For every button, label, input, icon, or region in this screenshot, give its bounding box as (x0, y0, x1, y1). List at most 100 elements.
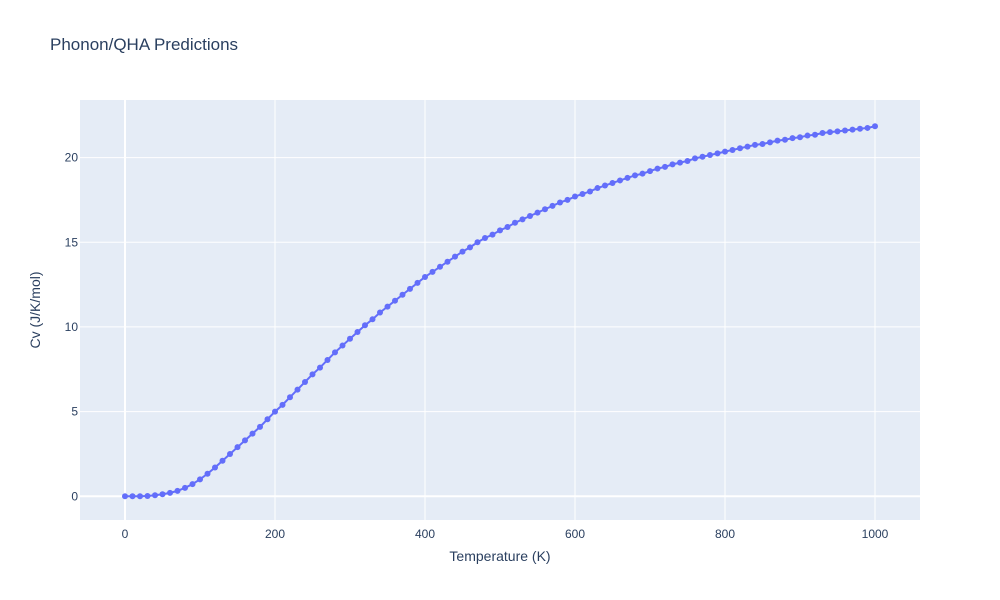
data-point (534, 209, 541, 216)
data-point (714, 150, 721, 157)
plot-background (80, 100, 920, 520)
data-point (842, 127, 848, 134)
x-tick-label: 600 (565, 527, 585, 541)
data-point (654, 165, 661, 172)
y-tick-label: 5 (71, 405, 78, 419)
data-point (227, 450, 233, 457)
data-point (572, 193, 578, 200)
data-point (542, 206, 548, 213)
data-point (857, 125, 863, 132)
data-point (789, 135, 796, 142)
data-point (332, 349, 338, 356)
data-point (774, 137, 781, 144)
data-point (234, 444, 241, 451)
data-point (137, 493, 143, 500)
data-point (444, 258, 451, 265)
y-tick-label: 15 (65, 235, 79, 249)
y-tick-label: 0 (71, 489, 78, 503)
data-point (722, 148, 728, 155)
data-point (647, 168, 653, 175)
data-point (429, 268, 436, 275)
data-point (864, 124, 871, 131)
y-tick-label: 20 (65, 151, 79, 165)
data-point (302, 378, 308, 385)
data-point (632, 172, 638, 179)
data-point (579, 190, 586, 197)
data-point (827, 129, 833, 136)
data-point (564, 196, 571, 203)
data-point (369, 316, 376, 323)
data-point (197, 476, 203, 483)
data-point (662, 163, 668, 170)
data-point (399, 291, 406, 298)
data-point (609, 179, 616, 186)
data-point (819, 130, 826, 137)
data-point (392, 297, 398, 304)
chart-title: Phonon/QHA Predictions (50, 35, 238, 54)
data-point (639, 170, 646, 177)
data-point (812, 131, 818, 138)
data-point (767, 139, 773, 146)
data-point (122, 493, 128, 500)
data-point (587, 188, 593, 195)
data-point (474, 239, 481, 246)
data-point (467, 244, 473, 251)
data-point (189, 481, 196, 488)
y-axis-title: Cv (J/K/mol) (27, 272, 43, 349)
data-point (797, 134, 803, 141)
series-layer (122, 123, 878, 500)
data-point (557, 199, 563, 206)
data-point (512, 219, 518, 226)
data-point (617, 177, 623, 184)
data-point (422, 273, 428, 280)
data-point (677, 159, 683, 166)
x-tick-label: 0 (122, 527, 129, 541)
data-point (737, 145, 743, 152)
data-point (752, 141, 758, 148)
x-tick-label: 1000 (862, 527, 889, 541)
data-point (167, 489, 173, 496)
data-point (182, 484, 188, 491)
data-point (317, 364, 323, 371)
data-point (309, 371, 316, 378)
data-point (414, 279, 421, 286)
data-point (602, 182, 608, 189)
data-point (279, 401, 286, 408)
data-point (144, 492, 151, 499)
data-point (377, 309, 383, 316)
data-point (249, 430, 256, 437)
data-point (489, 231, 496, 238)
data-point (549, 202, 556, 209)
data-point (459, 248, 466, 255)
tick-labels: 0 200 400 600 800 1000 0 5 10 15 20 (65, 151, 889, 541)
data-point (174, 487, 181, 494)
data-point (759, 141, 766, 148)
data-point (707, 152, 713, 159)
data-point (362, 322, 368, 329)
x-tick-label: 200 (265, 527, 285, 541)
data-point (872, 123, 878, 130)
x-axis-title: Temperature (K) (449, 548, 550, 564)
data-point (242, 437, 248, 444)
data-point (782, 136, 788, 143)
data-point (272, 408, 278, 415)
data-point (212, 464, 218, 471)
data-point (324, 356, 331, 363)
data-point (527, 213, 533, 220)
data-point (497, 227, 503, 234)
data-point (519, 216, 526, 223)
data-point (204, 470, 211, 477)
data-point (152, 492, 158, 499)
data-point (504, 224, 511, 231)
grid-layer (80, 100, 920, 520)
data-point (699, 153, 706, 160)
data-point (729, 146, 736, 153)
data-point (264, 416, 271, 423)
data-point (129, 493, 136, 500)
data-point (257, 423, 263, 430)
data-point (219, 457, 226, 464)
data-point (354, 329, 361, 336)
data-point (339, 342, 346, 349)
data-point (437, 263, 443, 270)
